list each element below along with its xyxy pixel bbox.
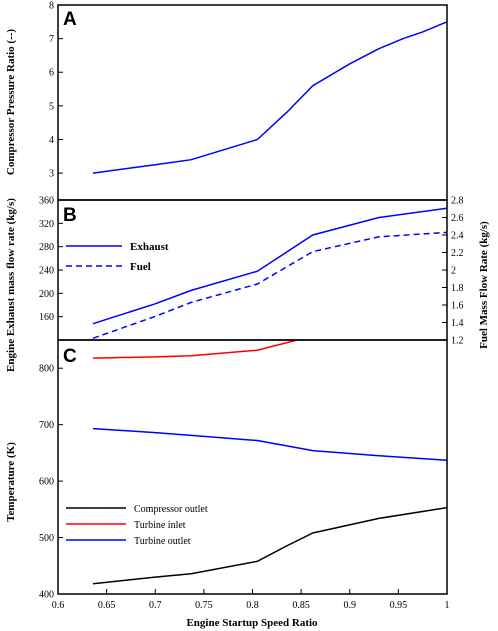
panel-c: 400 500 600 700 800 0.6 0.65 0.7 0.75 0.8 0.85 0.9…: [5, 339, 450, 629]
panel-b-lines: [92, 207, 447, 340]
panel-b-frame: [57, 199, 448, 341]
panel-b-y2tick-label: 1.8: [451, 283, 464, 294]
panel-a-ytick-label: 3: [49, 169, 54, 180]
panel-a-ylabel: Compressor Pressure Ratio (--): [5, 29, 17, 175]
panel-b-ylabel: Engine Exhaust mass flow rate (kg/s): [5, 198, 17, 372]
panel-a-series-series-0: [92, 21, 447, 174]
panel-b-right-ticks: 1.2 1.4 1.6 1.8 2 2.2 2.4 2.6 2.8: [442, 196, 464, 347]
panel-c-ytick-label: 800: [39, 364, 54, 375]
panel-a-frame: [57, 4, 448, 201]
panel-c-series-turbine-inlet: [92, 340, 301, 359]
panel-b-y2tick-label: 2.8: [451, 196, 464, 207]
panel-b-ytick-label: 280: [39, 242, 54, 253]
panel-b-ytick-label: 240: [39, 266, 54, 277]
xtick-label: 0.95: [390, 600, 408, 611]
legend-fuel-label: Fuel: [130, 261, 151, 273]
xtick-label: 0.85: [292, 600, 310, 611]
panel-c-label: C: [63, 346, 77, 367]
panel-b-series-exhaust: [92, 207, 447, 325]
panel-c-ytick-label: 400: [39, 590, 54, 601]
panel-b-ytick-label: 200: [39, 289, 54, 300]
panel-c-xlabel: Engine Startup Speed Ratio: [186, 617, 318, 629]
panel-b-y2tick-label: 1.4: [451, 318, 464, 329]
panel-b-y2tick-label: 2.4: [451, 231, 464, 242]
panel-c-ylabel: Temperature (K): [5, 442, 17, 522]
panel-b-y2tick-label: 2: [451, 266, 456, 277]
xtick-label: 1: [445, 600, 450, 611]
panel-a-ytick-label: 4: [49, 135, 54, 146]
panel-a-left-ticks: 3 4 5 6 7 8: [49, 1, 63, 180]
panel-a-ytick-label: 5: [49, 101, 54, 112]
legend-turbine-inlet-label: Turbine inlet: [134, 520, 186, 531]
xtick-label: 0.65: [98, 600, 116, 611]
panel-c-ytick-label: 700: [39, 420, 54, 431]
panel-b-series-fuel: [92, 231, 447, 340]
panel-c-bottom-ticks: 0.6 0.65 0.7 0.75 0.8 0.85 0.9 0.95 1: [52, 589, 450, 611]
panel-c-ytick-label: 600: [39, 477, 54, 488]
xtick-label: 0.6: [52, 600, 65, 611]
panel-c-left-ticks: 400 500 600 700 800: [39, 364, 63, 601]
panel-b-ytick-label: 320: [39, 219, 54, 230]
legend-exhaust-label: Exhaust: [130, 241, 169, 253]
panel-a-ytick-label: 8: [49, 1, 54, 12]
panel-b-ytick-label: 360: [39, 196, 54, 207]
panel-c-ytick-label: 500: [39, 533, 54, 544]
panel-a-label: A: [63, 9, 77, 30]
panel-b-y2label: Fuel Mass Flow Rate (kg/s): [478, 221, 490, 349]
xtick-label: 0.75: [195, 600, 213, 611]
legend-compressor-outlet-label: Compressor outlet: [134, 504, 208, 515]
panel-c-frame: [57, 339, 448, 595]
panel-c-series-compressor-outlet: [92, 506, 447, 585]
panel-b-y2tick-label: 2.6: [451, 213, 464, 224]
panel-b: 160 200 240 280 320 360 1.2 1.4 1.6 1.8 2 2.2 2.4 2.…: [5, 196, 490, 372]
panel-c-lines: [92, 340, 447, 585]
panel-b-y2tick-label: 2.2: [451, 248, 464, 259]
panel-a: 3 4 5 6 7 8 A Compressor Pressure Ratio (--): [5, 1, 448, 201]
xtick-label: 0.9: [344, 600, 357, 611]
panel-b-ytick-label: 160: [39, 312, 54, 323]
panel-b-label: B: [63, 205, 77, 226]
panel-c-series-turbine-outlet: [92, 427, 447, 461]
panel-b-y2tick-label: 1.2: [451, 336, 464, 347]
panel-b-left-ticks: 160 200 240 280 320 360: [39, 196, 63, 323]
panel-b-y2tick-label: 1.6: [451, 301, 464, 312]
panel-c-legend: Compressor outlet Turbine inlet Turbine …: [66, 504, 208, 547]
panel-a-ytick-label: 6: [49, 68, 54, 79]
xtick-label: 0.7: [149, 600, 162, 611]
xtick-label: 0.8: [246, 600, 259, 611]
legend-turbine-outlet-label: Turbine outlet: [134, 536, 191, 547]
panel-b-legend: Exhaust Fuel: [66, 241, 169, 273]
panel-a-lines: [92, 21, 447, 174]
panel-a-ytick-label: 7: [49, 34, 54, 45]
